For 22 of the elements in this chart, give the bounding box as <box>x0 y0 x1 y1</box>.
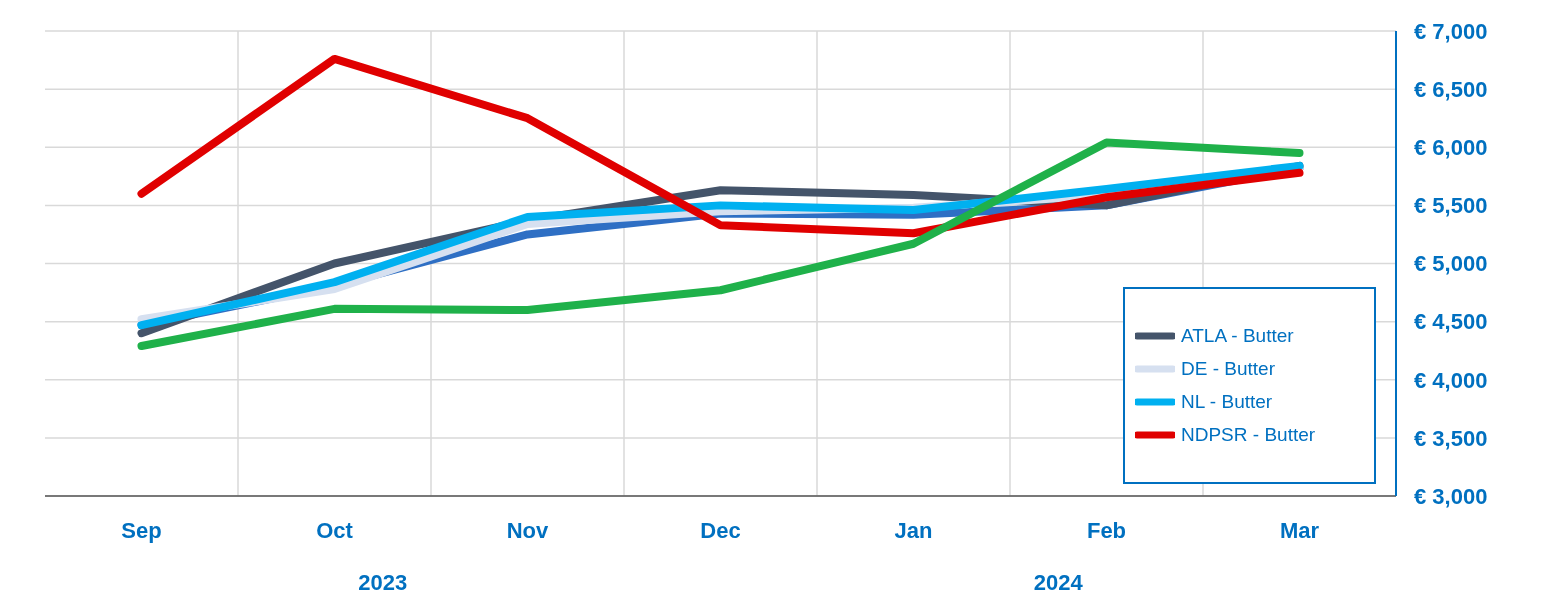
y-tick-label: € 6,000 <box>1414 135 1488 161</box>
x-tick-label: Nov <box>506 517 550 543</box>
text: 2024 <box>1032 570 1084 596</box>
x-tick-label: Sep <box>121 517 162 543</box>
legend-label: DE - Butter <box>1181 358 1275 380</box>
x-tick-label: Oct <box>316 517 354 543</box>
y-tick-label: € 3,500 <box>1414 425 1488 451</box>
y-tick-label: € 7,000 <box>1414 18 1488 44</box>
y-tick-label: € 5,000 <box>1414 251 1488 277</box>
x-tick-label: Jan <box>894 517 933 543</box>
y-tick-label: € 4,500 <box>1414 309 1488 335</box>
y-tick-label: € 3,000 <box>1414 483 1488 509</box>
y-tick-label: € 5,500 <box>1414 193 1488 219</box>
y-tick-label: € 6,500 <box>1414 76 1488 102</box>
legend-label: NL - Butter <box>1181 391 1273 413</box>
y-tick-label: € 4,000 <box>1414 367 1488 393</box>
legend-label: ATLA - Butter <box>1181 325 1294 347</box>
x-tick-label: Mar <box>1279 517 1320 543</box>
legend-label: NDPSR - Butter <box>1181 424 1316 446</box>
x-tick-label: Feb <box>1086 517 1127 543</box>
text: 2023 <box>357 570 409 596</box>
x-tick-label: Dec <box>700 517 741 543</box>
